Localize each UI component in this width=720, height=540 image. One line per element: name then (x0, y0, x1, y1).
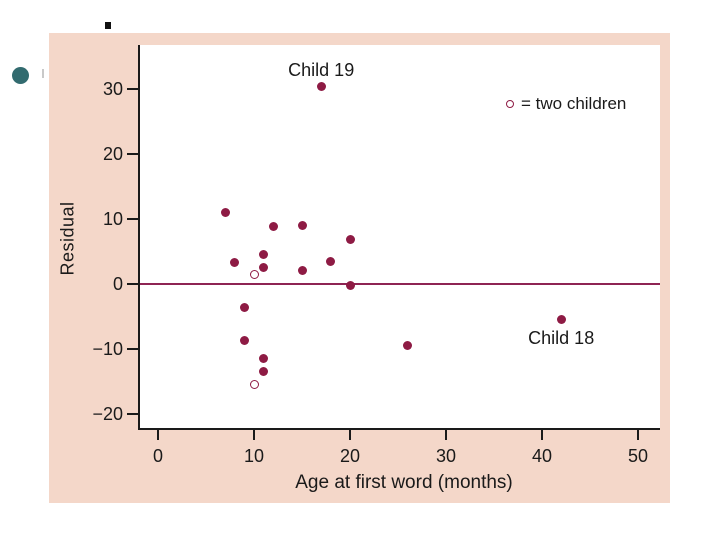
data-point-two-children (249, 380, 259, 390)
x-tick-mark (445, 430, 447, 440)
data-point (345, 280, 355, 290)
x-tick-mark (253, 430, 255, 440)
y-tick-label: −20 (92, 403, 123, 424)
x-tick-label: 30 (435, 446, 457, 466)
y-tick-mark (127, 347, 138, 350)
data-point (259, 249, 269, 259)
y-tick-mark (127, 87, 138, 90)
data-point (259, 366, 269, 376)
zero-reference-line (140, 282, 660, 285)
y-tick-label: −10 (92, 338, 123, 359)
x-tick-label: 10 (243, 446, 265, 466)
x-tick-mark (349, 430, 351, 440)
data-point (556, 314, 566, 324)
data-point (316, 82, 326, 92)
annotation-child-18: Child 18 (528, 328, 595, 349)
y-tick-label: 10 (102, 208, 123, 229)
x-tick-mark (157, 430, 159, 440)
data-point (259, 353, 269, 363)
x-tick-label: 0 (152, 446, 163, 466)
annotation-child-19: Child 19 (288, 59, 355, 80)
legend: = two children (506, 94, 626, 114)
y-tick-label: 30 (102, 78, 123, 99)
data-point (297, 220, 307, 230)
data-point (230, 258, 240, 268)
data-point (220, 207, 230, 217)
x-tick-mark (637, 430, 639, 440)
residual-plot-panel: Residual = two children Child 19 Child 18… (49, 33, 670, 503)
cropped-text-fragment (42, 69, 44, 78)
data-point (403, 341, 413, 351)
data-point (239, 335, 249, 345)
data-point-two-children (249, 269, 259, 279)
y-tick-mark (127, 412, 138, 415)
x-tick-label: 40 (531, 446, 553, 466)
y-tick-label: 20 (102, 143, 123, 164)
data-point (259, 262, 269, 272)
data-point (345, 235, 355, 245)
data-point (268, 222, 278, 232)
y-tick-mark (127, 152, 138, 155)
y-tick-label: 0 (112, 273, 123, 294)
cropped-title-fragment (105, 22, 111, 29)
x-axis-label: Age at first word (months) (295, 472, 513, 493)
bullet-point-icon (12, 67, 29, 84)
y-axis-label: Residual (49, 148, 87, 328)
data-point (239, 303, 249, 313)
y-tick-mark (127, 282, 138, 285)
x-tick-label: 50 (627, 446, 649, 466)
plot-area: = two children Child 19 Child 18 (138, 45, 660, 430)
data-point (297, 266, 307, 275)
legend-label: = two children (521, 94, 627, 113)
x-tick-label: 20 (339, 446, 361, 466)
x-tick-mark (541, 430, 543, 440)
y-tick-mark (127, 217, 138, 220)
data-point (326, 256, 336, 266)
open-circle-icon (506, 100, 514, 108)
